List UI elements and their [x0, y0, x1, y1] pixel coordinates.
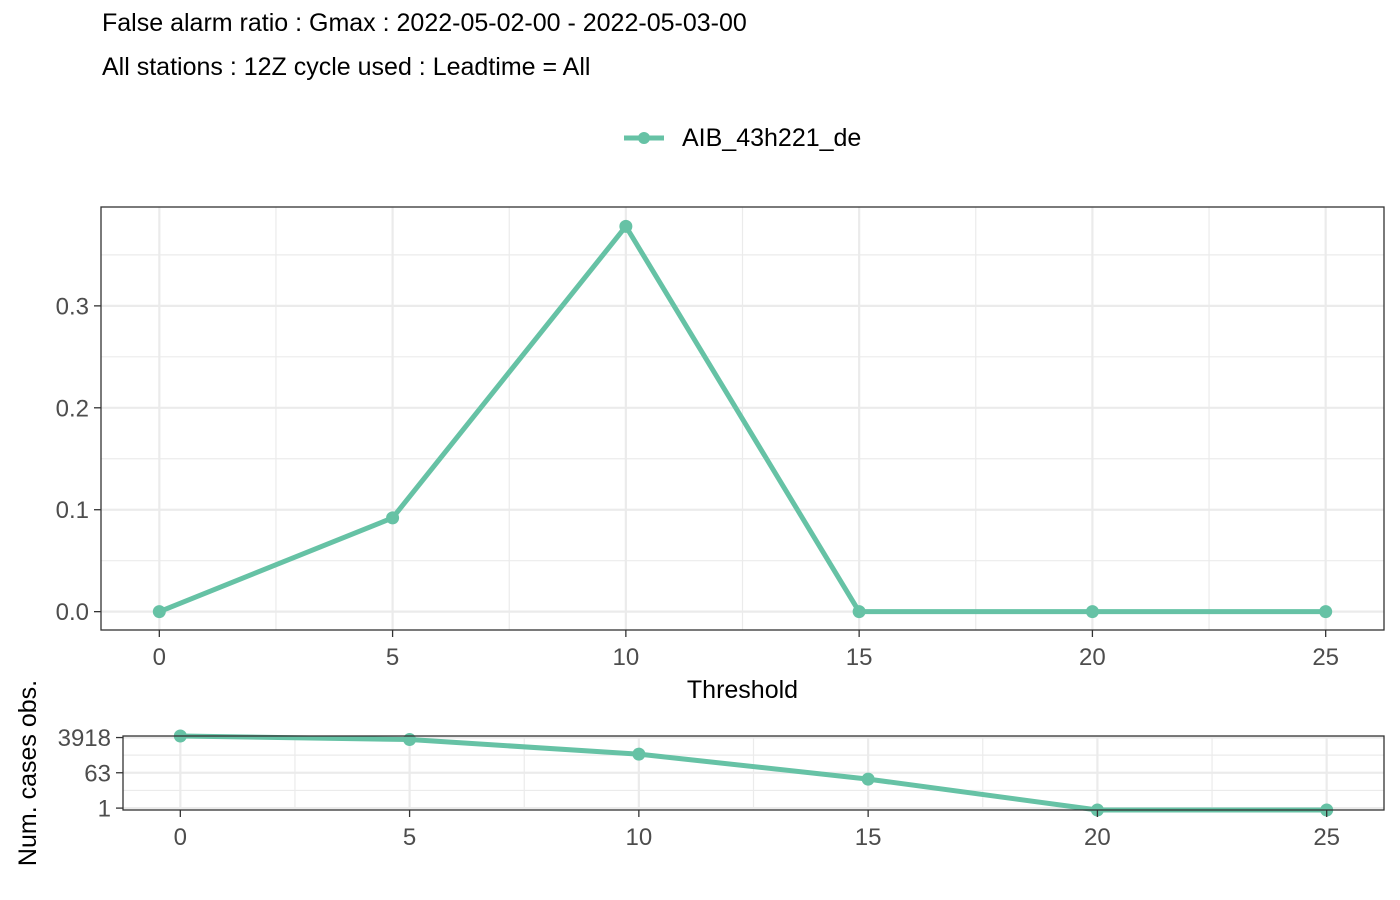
cases-x-tick-label: 20 — [1084, 824, 1111, 851]
cases-data-point — [632, 747, 646, 761]
main-y-tick-label: 0.0 — [56, 599, 89, 626]
main-data-point — [852, 605, 866, 619]
main-data-point — [386, 511, 400, 525]
main-y-tick-label: 0.3 — [56, 293, 89, 320]
main-x-tick-label: 10 — [613, 644, 640, 671]
cases-y-tick-label: 3918 — [58, 725, 111, 752]
legend-label: AIB_43h221_de — [682, 123, 862, 152]
chart-subtitle: All stations : 12Z cycle used : Leadtime… — [102, 53, 591, 81]
main-series-line — [158, 223, 1326, 615]
main-x-tick-label: 15 — [846, 644, 873, 671]
main-panel-border — [100, 206, 1385, 631]
legend-key-icon — [624, 132, 664, 144]
main-y-tick-label: 0.2 — [56, 395, 89, 422]
cases-x-tick-label: 0 — [174, 824, 187, 851]
cases-x-tick-label: 5 — [403, 824, 416, 851]
chart-title: False alarm ratio : Gmax : 2022-05-02-00… — [102, 9, 747, 37]
main-data-point — [1085, 605, 1099, 619]
main-x-tick-label: 0 — [153, 644, 166, 671]
main-data-point — [1319, 605, 1333, 619]
main-y-tick-label: 0.1 — [56, 497, 89, 524]
legend: AIB_43h221_de — [622, 121, 861, 155]
cases-data-point — [403, 733, 417, 747]
cases-x-tick-label: 25 — [1313, 824, 1340, 851]
main-x-tick-label: 25 — [1312, 644, 1339, 671]
main-data-point — [152, 605, 166, 619]
cases-y-tick-label: 1 — [98, 796, 111, 823]
y-axis-title-num-cases: Num. cases obs. — [14, 680, 42, 866]
main-x-tick-label: 5 — [386, 644, 399, 671]
x-axis-title: Threshold — [687, 676, 798, 704]
cases-y-tick-label: 63 — [84, 760, 111, 787]
main-x-tick-label: 20 — [1079, 644, 1106, 671]
cases-x-tick-label: 15 — [855, 824, 882, 851]
main-data-point — [619, 219, 633, 233]
cases-x-tick-label: 10 — [626, 824, 653, 851]
cases-data-point — [861, 772, 875, 786]
